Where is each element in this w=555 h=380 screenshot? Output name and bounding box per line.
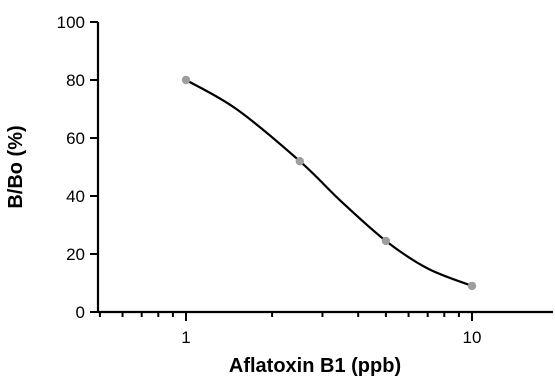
data-point [381,236,391,246]
data-points-layer [181,75,477,291]
y-tick-label: 0 [76,303,85,322]
y-tick-label: 40 [66,187,85,206]
tick-labels-layer: 0 20 40 60 80 100 1 10 [57,13,482,347]
y-tick-label: 20 [66,245,85,264]
y-tick-label: 80 [66,71,85,90]
ticks-group [90,21,473,321]
x-axis-title: Aflatoxin B1 (ppb) [229,355,401,377]
fit-curve [185,79,473,287]
y-tick-label: 60 [66,129,85,148]
data-point [467,281,477,291]
y-tick-label: 100 [57,13,85,32]
fit-curve-layer [185,79,473,287]
x-tick-label: 1 [181,328,190,347]
x-tick-label: 10 [463,328,482,347]
data-point [295,157,305,166]
data-point [181,75,191,85]
y-axis-title: B/Bo (%) [5,125,27,208]
